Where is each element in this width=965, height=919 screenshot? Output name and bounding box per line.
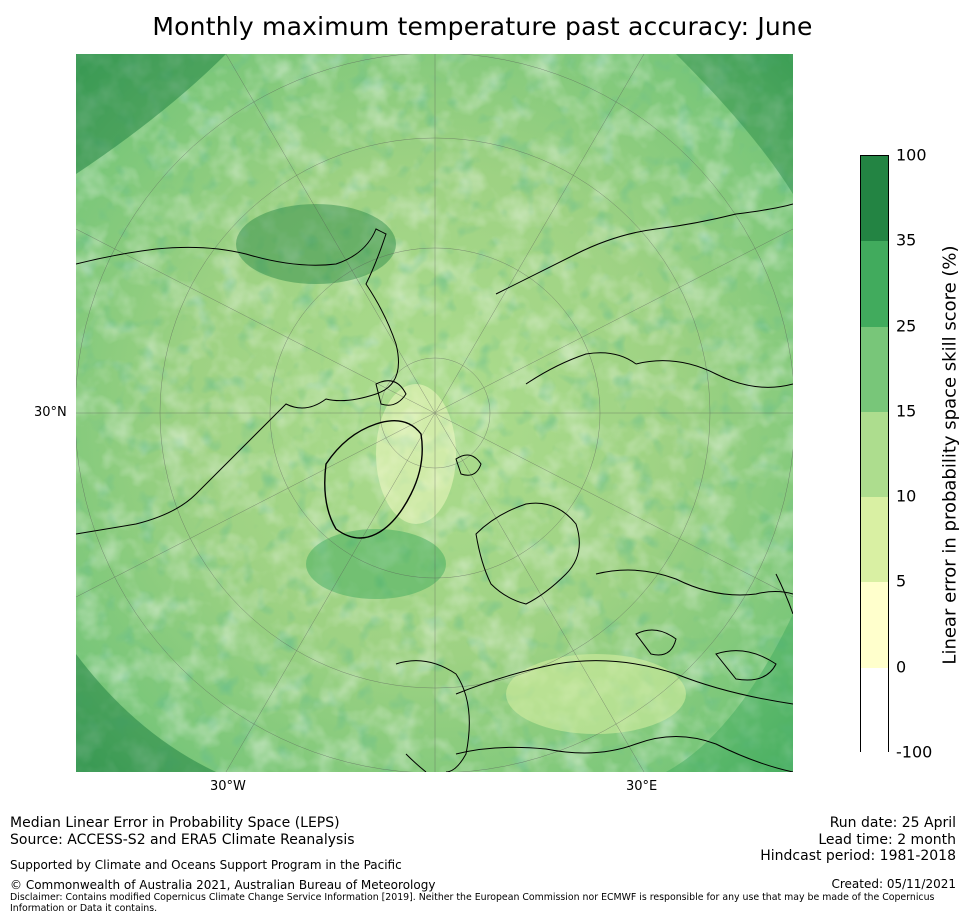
support-text: Supported by Climate and Oceans Support … [10, 858, 402, 872]
latitude-label-30n: 30°N [34, 405, 67, 420]
colorbar-segment [861, 667, 888, 753]
colorbar-segment [861, 156, 888, 242]
colorbar [860, 155, 889, 753]
coastlines [76, 203, 793, 772]
colorbar-tick-label: 25 [896, 316, 917, 336]
disclaimer-text: Disclaimer: Contains modified Copernicus… [10, 892, 935, 914]
colorbar-tick-label: 100 [896, 145, 927, 165]
colorbar-segment [861, 411, 888, 498]
longitude-label-30e: 30°E [626, 779, 658, 794]
colorbar-tick-label: 10 [896, 486, 917, 506]
created-date: Created: 05/11/2021 [831, 877, 956, 891]
colorbar-segment [861, 241, 888, 327]
copyright-text: © Commonwealth of Australia 2021, Austra… [10, 878, 436, 892]
map-title: Monthly maximum temperature past accurac… [152, 12, 813, 41]
colorbar-tick-label: -100 [896, 742, 933, 762]
graticule [76, 54, 793, 772]
source-text: Source: ACCESS-S2 and ERA5 Climate Reana… [10, 832, 355, 848]
colorbar-segment [861, 497, 888, 583]
map-canvas [76, 54, 793, 772]
lead-time: Lead time: 2 month [818, 832, 956, 848]
colorbar-tick-label: 35 [896, 230, 917, 250]
metric-text: Median Linear Error in Probability Space… [10, 815, 340, 831]
colorbar-label: Linear error in probability space skill … [939, 245, 961, 665]
colorbar-segment [861, 326, 888, 412]
longitude-label-30w: 30°W [210, 779, 246, 794]
colorbar-tick-label: 0 [896, 657, 907, 677]
colorbar-tick-label: 15 [896, 401, 917, 421]
colorbar-segment [861, 582, 888, 668]
hindcast-period: Hindcast period: 1981-2018 [760, 848, 956, 864]
skill-score-map [76, 54, 793, 772]
colorbar-tick-label: 5 [896, 571, 907, 591]
run-date: Run date: 25 April [829, 815, 956, 831]
